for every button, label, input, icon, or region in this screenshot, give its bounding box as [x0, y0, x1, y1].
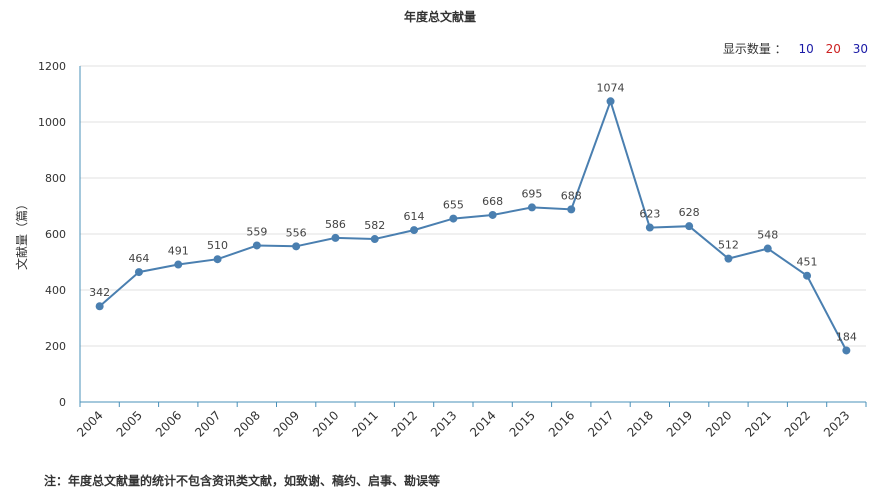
data-point: [213, 255, 222, 264]
footnote: 注：年度总文献量的统计不包含资讯类文献，如致谢、稿约、启事、勘误等: [44, 474, 441, 488]
data-label: 548: [757, 229, 778, 242]
data-label: 342: [89, 286, 110, 299]
data-point: [842, 346, 851, 355]
data-point: [645, 223, 654, 232]
data-label: 688: [561, 189, 582, 202]
y-axis-label: 文献量（篇）: [14, 198, 29, 270]
data-label: 464: [128, 252, 149, 265]
x-tick-label: 2020: [703, 408, 734, 439]
data-label: 512: [718, 239, 739, 252]
y-tick-label: 400: [45, 284, 66, 297]
data-point: [292, 242, 301, 251]
x-tick-label: 2014: [467, 408, 498, 439]
data-point: [134, 268, 143, 277]
axes: 0 200 400 600 800 1000 1200 2004 2005 2006 2007 200…: [38, 60, 867, 440]
grid-lines: [80, 65, 866, 347]
series-line: [99, 98, 848, 351]
data-label: 582: [364, 219, 385, 232]
data-point: [449, 214, 458, 223]
x-tick-label: 2022: [782, 408, 813, 439]
chart-title: 年度总文献量: [403, 10, 476, 24]
x-tick-label: 2009: [271, 408, 302, 439]
x-tick-label: 2021: [742, 408, 773, 439]
line-chart: 0 200 400 600 800 1000 1200 2004 2005 2006 2007 200…: [14, 60, 867, 440]
x-tick-label: 2017: [585, 408, 616, 439]
data-label: 614: [404, 210, 425, 223]
data-label: 184: [836, 330, 857, 343]
x-tick-label: 2006: [153, 408, 184, 439]
y-tick-label: 200: [45, 340, 66, 353]
x-tick-label: 2015: [507, 408, 538, 439]
x-tick-label: 2010: [310, 408, 341, 439]
display-count-selector: 显示数量 ： 10 20 30: [723, 40, 868, 57]
data-point: [527, 203, 536, 212]
x-tick-label: 2012: [389, 408, 420, 439]
data-label: 655: [443, 199, 464, 212]
data-label: 510: [207, 239, 228, 252]
data-point: [685, 222, 694, 231]
data-point: [488, 210, 497, 219]
data-label: 491: [168, 245, 189, 258]
data-label: 668: [482, 195, 503, 208]
data-label: 695: [521, 187, 542, 200]
display-count-label: 显示数量 ：: [722, 42, 787, 56]
x-tick-label: 2013: [428, 408, 459, 439]
data-point: [803, 271, 812, 280]
data-label: 623: [639, 208, 660, 221]
x-tick-label: 2005: [114, 408, 145, 439]
y-tick-label: 1200: [38, 60, 66, 73]
data-point: [95, 302, 104, 311]
y-tick-label: 1000: [38, 116, 66, 129]
x-tick-label: 2023: [821, 408, 852, 439]
data-point: [567, 205, 576, 214]
y-tick-label: 600: [45, 228, 66, 241]
series-path: [99, 98, 848, 351]
data-points: [95, 97, 851, 355]
data-label: 586: [325, 218, 346, 231]
data-point: [724, 254, 733, 263]
data-point: [763, 244, 772, 253]
x-tick-label: 2018: [624, 408, 655, 439]
data-labels: 342 464 491 510 559 556 586 582 614 655 668 695 688 1…: [89, 81, 857, 343]
data-label: 1074: [597, 81, 625, 94]
x-tick-label: 2019: [664, 408, 695, 439]
x-tick-label: 2007: [192, 408, 223, 439]
data-label: 556: [286, 226, 307, 239]
display-count-option-10[interactable]: 10: [798, 42, 814, 56]
data-point: [331, 233, 340, 242]
data-point: [252, 241, 261, 250]
data-point: [174, 260, 183, 269]
data-label: 559: [246, 225, 267, 238]
y-tick-label: 0: [59, 396, 66, 409]
y-tick-label: 800: [45, 172, 66, 185]
data-label: 628: [679, 206, 700, 219]
data-point: [606, 97, 615, 106]
x-tick-label: 2011: [349, 408, 380, 439]
display-count-option-30[interactable]: 30: [852, 42, 868, 56]
display-count-option-20[interactable]: 20: [825, 42, 841, 56]
data-point: [370, 235, 379, 244]
x-tick-label: 2004: [74, 408, 105, 439]
data-point: [410, 226, 419, 235]
data-label: 451: [797, 256, 818, 269]
x-tick-label: 2016: [546, 408, 577, 439]
x-tick-label: 2008: [231, 408, 262, 439]
